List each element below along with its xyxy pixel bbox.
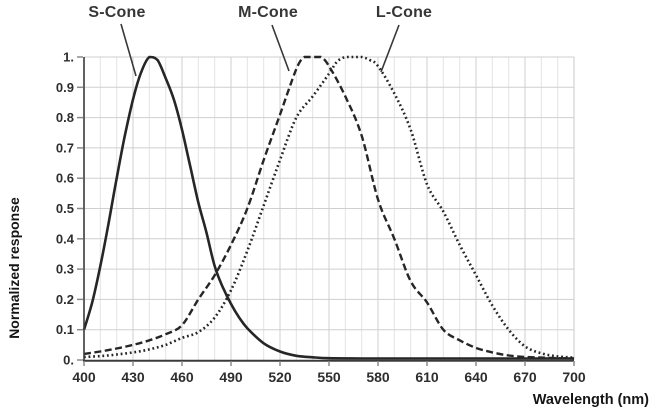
- x-tick-label: 460: [170, 369, 194, 385]
- series-curve-m-cone: [83, 55, 575, 360]
- x-tick-label: 520: [268, 369, 292, 385]
- y-tick-label: 0.3: [56, 262, 74, 277]
- series-curve-s-cone: [82, 55, 574, 360]
- x-tick-label: 490: [219, 369, 243, 385]
- x-tick-label: 640: [464, 369, 488, 385]
- curve-label-s-cone: S-Cone: [88, 4, 146, 21]
- y-tick-label: 0.1: [56, 322, 74, 337]
- x-tick-label: 550: [317, 369, 341, 385]
- y-tick-label: 0.6: [56, 171, 74, 186]
- x-tick-label: 670: [513, 369, 537, 385]
- y-tick-label: 0.8: [56, 110, 74, 125]
- curve-label-m-cone: M-Cone: [238, 4, 298, 21]
- y-tick-label: 1.: [63, 50, 74, 65]
- y-tick-label: 0.7: [56, 140, 74, 155]
- y-tick-label: 0.2: [56, 292, 74, 307]
- x-tick-label: 580: [366, 369, 390, 385]
- x-axis-title: Wavelength (nm): [532, 392, 649, 408]
- y-tick-label: 0.: [63, 353, 74, 368]
- y-tick-label: 0.9: [56, 80, 74, 95]
- label-leader-line: [120, 23, 137, 77]
- x-tick-label: 700: [562, 369, 586, 385]
- label-leader-line: [271, 24, 290, 72]
- x-tick-label: 610: [415, 369, 439, 385]
- label-leader-line: [380, 24, 400, 73]
- y-tick-label: 0.4: [56, 231, 75, 246]
- x-tick-label: 430: [121, 369, 145, 385]
- y-tick-label: 0.5: [56, 201, 74, 216]
- x-tick-label: 400: [72, 369, 96, 385]
- y-axis-title: Normalized response: [6, 197, 22, 339]
- curve-label-l-cone: L-Cone: [375, 4, 433, 21]
